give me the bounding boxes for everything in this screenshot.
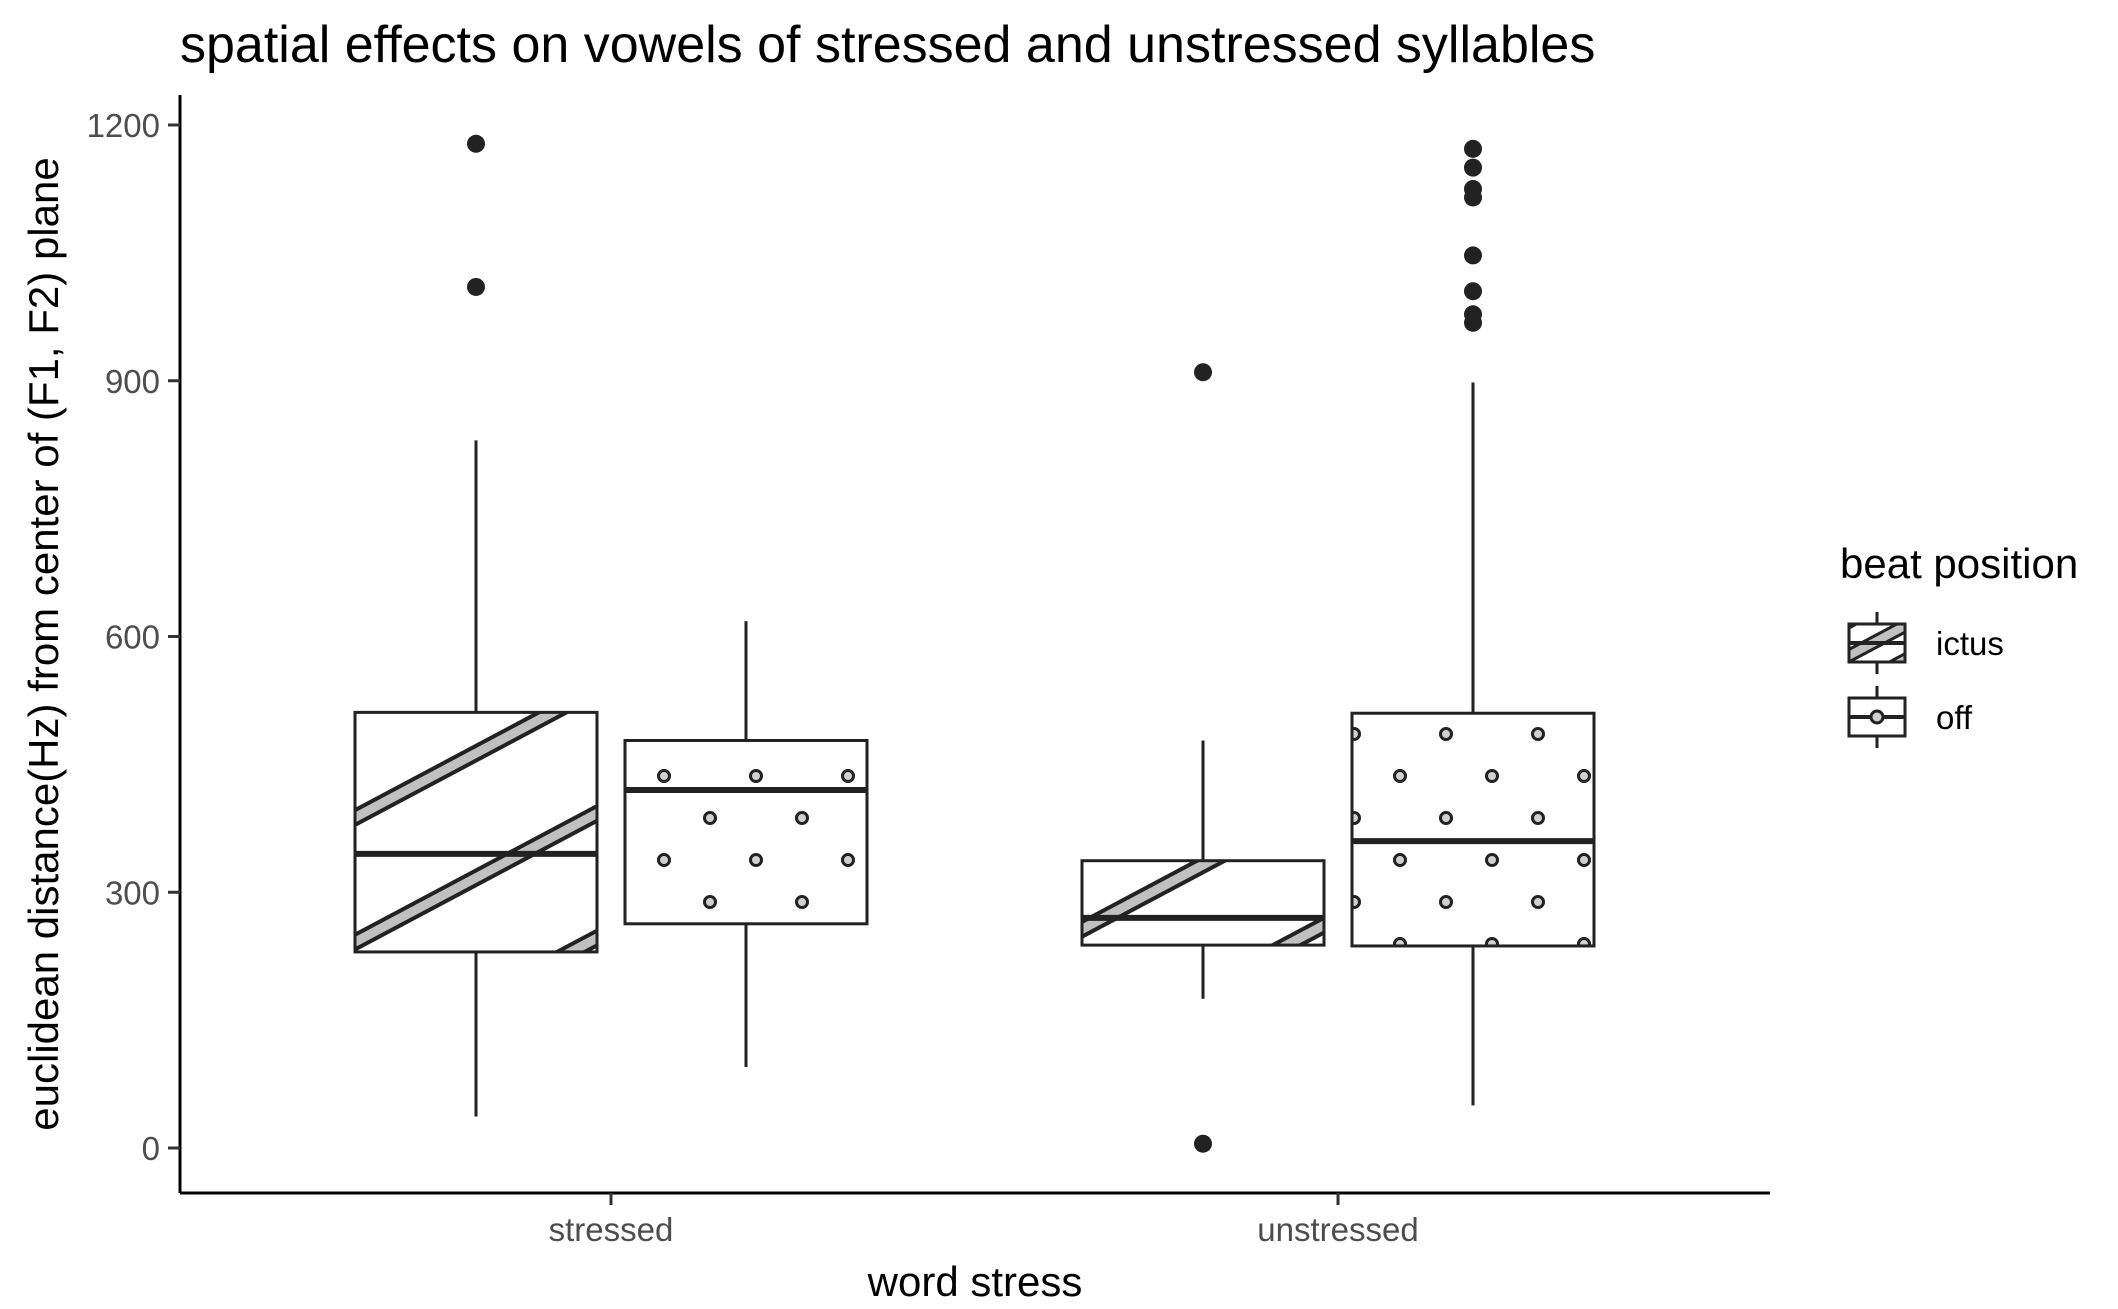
iqr-box: [353, 710, 599, 954]
outlier-point: [467, 134, 485, 153]
x-tick-label: unstressed: [1257, 1211, 1418, 1248]
outlier-point: [1464, 158, 1482, 177]
iqr-box: [623, 739, 869, 926]
y-tick-label: 300: [105, 874, 160, 911]
outlier-point: [1194, 363, 1212, 382]
outlier-point: [1464, 282, 1482, 301]
iqr-box: [1080, 859, 1326, 947]
outlier-point: [1464, 305, 1482, 324]
legend-label-off: off: [1936, 699, 1973, 736]
outlier-point: [1464, 139, 1482, 158]
box-off-unstressed: [1350, 139, 1596, 1106]
y-tick-label: 600: [105, 619, 160, 656]
y-tick-label: 1200: [87, 107, 160, 144]
legend-key-ictus: [1847, 612, 1907, 674]
chart-title: spatial effects on vowels of stressed an…: [180, 16, 1595, 74]
box-ictus-stressed: [353, 134, 599, 1117]
x-axis-ticks: stressed unstressed: [549, 1193, 1419, 1248]
y-tick-label: 900: [105, 363, 160, 400]
outlier-point: [1464, 179, 1482, 198]
box-off-stressed: [623, 621, 869, 1068]
x-tick-label: stressed: [549, 1211, 674, 1248]
box-ictus-unstressed: [1080, 363, 1326, 1153]
iqr-box: [1350, 711, 1596, 948]
x-axis-title: word stress: [867, 1258, 1083, 1305]
plot-area: [353, 134, 1596, 1153]
y-axis-ticks: 0 300 600 900 1200: [87, 107, 180, 1167]
legend-title: beat position: [1840, 540, 2078, 587]
outlier-point: [1464, 246, 1482, 265]
legend-label-ictus: ictus: [1936, 625, 2004, 662]
y-tick-label: 0: [142, 1130, 160, 1167]
legend-key-off: [1847, 686, 1907, 748]
outlier-point: [467, 277, 485, 296]
legend: beat position ictus off: [1840, 540, 2078, 748]
y-axis-title: euclidean distance(Hz) from center of (F…: [20, 157, 67, 1130]
outlier-point: [1194, 1134, 1212, 1153]
